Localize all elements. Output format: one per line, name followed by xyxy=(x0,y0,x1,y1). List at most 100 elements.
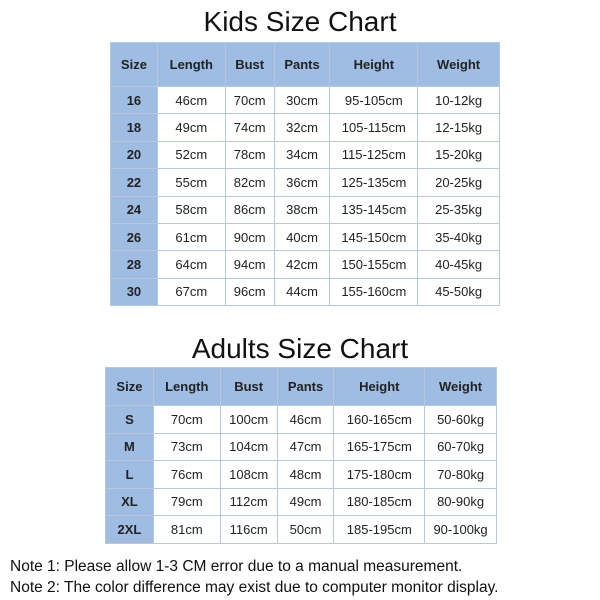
table-header-row: Size Length Bust Pants Height Weight xyxy=(105,367,497,406)
column-header-size: Size xyxy=(105,367,154,406)
table-cell: 185-195cm xyxy=(333,515,426,544)
column-header-pants: Pants xyxy=(273,42,331,87)
table-row: L 76cm 108cm 48cm 175-180cm 70-80kg xyxy=(105,460,497,489)
table-cell: 90cm xyxy=(224,222,275,252)
table-cell: 165-175cm xyxy=(333,432,426,461)
table-cell: 116cm xyxy=(219,515,278,544)
table-cell: 30cm xyxy=(273,85,331,115)
column-header-height: Height xyxy=(333,367,426,406)
column-header-weight: Weight xyxy=(424,367,497,406)
column-header-length: Length xyxy=(156,42,226,87)
table-row: 22 55cm 82cm 36cm 125-135cm 20-25kg xyxy=(110,168,500,197)
table-cell: 160-165cm xyxy=(333,405,426,434)
table-cell: 112cm xyxy=(219,487,278,516)
table-cell: 67cm xyxy=(156,277,226,307)
size-cell: 16 xyxy=(110,85,158,115)
table-row: 28 64cm 94cm 42cm 150-155cm 40-45kg xyxy=(110,250,500,279)
table-cell: 46cm xyxy=(276,405,335,434)
table-cell: 70-80kg xyxy=(424,460,497,489)
table-cell: 79cm xyxy=(152,487,221,516)
table-cell: 25-35kg xyxy=(417,195,500,224)
column-header-bust: Bust xyxy=(224,42,275,87)
column-header-size: Size xyxy=(110,42,158,87)
table-cell: 70cm xyxy=(224,85,275,115)
table-cell: 108cm xyxy=(219,460,278,489)
size-cell: 20 xyxy=(110,140,158,170)
column-header-height: Height xyxy=(329,42,419,87)
column-header-weight: Weight xyxy=(417,42,500,87)
table-row: 20 52cm 78cm 34cm 115-125cm 15-20kg xyxy=(110,140,500,170)
table-cell: 49cm xyxy=(276,487,335,516)
note-2: Note 2: The color difference may exist d… xyxy=(10,579,499,596)
table-cell: 50cm xyxy=(276,515,335,544)
table-cell: 135-145cm xyxy=(329,195,419,224)
table-cell: 52cm xyxy=(156,140,226,170)
size-cell: S xyxy=(105,405,154,434)
table-cell: 125-135cm xyxy=(329,168,419,197)
table-cell: 82cm xyxy=(224,168,275,197)
size-cell: M xyxy=(105,432,154,461)
table-cell: 145-150cm xyxy=(329,222,419,252)
table-row: S 70cm 100cm 46cm 160-165cm 50-60kg xyxy=(105,405,497,434)
column-header-bust: Bust xyxy=(219,367,278,406)
size-cell: 18 xyxy=(110,113,158,142)
size-cell: 30 xyxy=(110,277,158,307)
table-cell: 44cm xyxy=(273,277,331,307)
table-cell: 175-180cm xyxy=(333,460,426,489)
table-cell: 80-90kg xyxy=(424,487,497,516)
table-cell: 95-105cm xyxy=(329,85,419,115)
table-cell: 47cm xyxy=(276,432,335,461)
table-row: XL 79cm 112cm 49cm 180-185cm 80-90kg xyxy=(105,487,497,516)
table-cell: 40cm xyxy=(273,222,331,252)
table-cell: 40-45kg xyxy=(417,250,500,279)
size-cell: 26 xyxy=(110,222,158,252)
table-cell: 73cm xyxy=(152,432,221,461)
table-cell: 180-185cm xyxy=(333,487,426,516)
table-cell: 100cm xyxy=(219,405,278,434)
size-cell: 2XL xyxy=(105,515,154,544)
kids-chart-title: Kids Size Chart xyxy=(203,6,397,37)
table-cell: 42cm xyxy=(273,250,331,279)
column-header-pants: Pants xyxy=(276,367,335,406)
table-cell: 46cm xyxy=(156,85,226,115)
table-cell: 86cm xyxy=(224,195,275,224)
table-cell: 20-25kg xyxy=(417,168,500,197)
table-cell: 58cm xyxy=(156,195,226,224)
size-cell: 22 xyxy=(110,168,158,197)
table-cell: 81cm xyxy=(152,515,221,544)
table-row: 26 61cm 90cm 40cm 145-150cm 35-40kg xyxy=(110,222,500,252)
size-cell: L xyxy=(105,460,154,489)
table-cell: 94cm xyxy=(224,250,275,279)
table-cell: 48cm xyxy=(276,460,335,489)
table-header-row: Size Length Bust Pants Height Weight xyxy=(110,42,500,87)
table-cell: 115-125cm xyxy=(329,140,419,170)
table-cell: 36cm xyxy=(273,168,331,197)
kids-size-table: Size Length Bust Pants Height Weight 16 46cm 70… xyxy=(110,42,500,307)
table-row: 16 46cm 70cm 30cm 95-105cm 10-12kg xyxy=(110,85,500,115)
size-cell: 24 xyxy=(110,195,158,224)
table-cell: 55cm xyxy=(156,168,226,197)
column-header-length: Length xyxy=(152,367,221,406)
table-cell: 61cm xyxy=(156,222,226,252)
note-1: Note 1: Please allow 1-3 CM error due to… xyxy=(10,558,463,575)
table-cell: 70cm xyxy=(152,405,221,434)
table-cell: 34cm xyxy=(273,140,331,170)
table-cell: 76cm xyxy=(152,460,221,489)
table-cell: 74cm xyxy=(224,113,275,142)
table-row: 2XL 81cm 116cm 50cm 185-195cm 90-100kg xyxy=(105,515,497,544)
size-cell: 28 xyxy=(110,250,158,279)
table-row: 24 58cm 86cm 38cm 135-145cm 25-35kg xyxy=(110,195,500,224)
table-cell: 78cm xyxy=(224,140,275,170)
table-row: 30 67cm 96cm 44cm 155-160cm 45-50kg xyxy=(110,277,500,307)
adults-chart-title: Adults Size Chart xyxy=(191,333,409,364)
table-cell: 50-60kg xyxy=(424,405,497,434)
table-cell: 150-155cm xyxy=(329,250,419,279)
table-cell: 90-100kg xyxy=(424,515,497,544)
table-cell: 10-12kg xyxy=(417,85,500,115)
table-cell: 49cm xyxy=(156,113,226,142)
table-cell: 155-160cm xyxy=(329,277,419,307)
table-cell: 105-115cm xyxy=(329,113,419,142)
table-cell: 15-20kg xyxy=(417,140,500,170)
table-cell: 45-50kg xyxy=(417,277,500,307)
table-row: 18 49cm 74cm 32cm 105-115cm 12-15kg xyxy=(110,113,500,142)
